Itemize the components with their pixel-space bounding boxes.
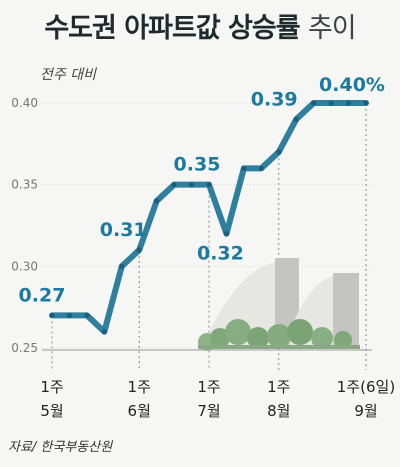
x-tick-label: 1주 (197, 378, 220, 396)
x-tick-month-label: 7월 (197, 402, 220, 420)
tree-shape (210, 328, 230, 348)
data-point (49, 312, 55, 318)
data-label: 0.31 (100, 219, 147, 241)
data-point (206, 182, 212, 188)
data-point (101, 329, 107, 335)
data-point (345, 100, 352, 106)
grid-lines: 0.25 0.30 0.35 0.40 1주 5월 1주 6월 1주 7월 1주 8월 1주(6일) 9월 (11, 96, 395, 420)
x-tick-month-label: 5월 (40, 402, 63, 420)
data-point (66, 312, 73, 318)
y-tick-label: 0.40 (11, 96, 38, 110)
building-shape (210, 262, 275, 346)
data-point (276, 149, 282, 155)
y-tick-label: 0.35 (11, 178, 38, 192)
y-axis-label: 전주 대비 (40, 67, 97, 83)
tree-shape (225, 319, 251, 345)
title-sub: 추이 (307, 13, 357, 44)
data-point (154, 198, 160, 204)
data-point (241, 165, 247, 171)
chart-title: 수도권 아파트값 상승률 추이 (0, 6, 400, 45)
tree-shape (334, 331, 352, 349)
data-point (258, 165, 264, 171)
data-point (136, 247, 142, 253)
city-illustration (198, 258, 360, 351)
data-label: 0.27 (19, 284, 66, 306)
data-point (311, 100, 317, 106)
data-label: 0.32 (197, 243, 244, 265)
data-point (223, 231, 230, 237)
ground-shape (198, 345, 360, 349)
x-tick-label: 1주(6일) (337, 378, 395, 396)
tree-shape (287, 319, 313, 345)
data-point (84, 312, 90, 318)
y-tick-label: 0.25 (11, 341, 38, 355)
x-tick-label: 1주 (40, 378, 63, 396)
x-tick-month-label: 6월 (128, 402, 151, 420)
title-main: 수도권 아파트값 상승률 (44, 13, 300, 44)
source-note: 자료/ 한국부동산원 (8, 440, 113, 455)
data-label: 0.39 (251, 88, 298, 110)
tree-shape (267, 324, 291, 348)
x-tick-month-label: 8월 (267, 402, 290, 420)
plot-area: 0.27 0.31 0.35 0.32 0.39 0.40% (19, 74, 385, 335)
tree-shape (247, 327, 269, 349)
x-tick-label: 1주 (267, 378, 290, 396)
data-point (328, 100, 334, 106)
x-tick-month-label: 9월 (354, 402, 377, 420)
tree-shape (311, 327, 333, 349)
data-point (188, 182, 195, 188)
data-point (293, 116, 299, 122)
x-tick-label: 1주 (128, 378, 151, 396)
data-point (171, 182, 177, 188)
data-point (363, 100, 369, 106)
data-label: 0.35 (174, 154, 221, 176)
y-tick-label: 0.30 (11, 259, 38, 273)
data-point (119, 263, 125, 269)
data-label: 0.40% (319, 74, 385, 96)
